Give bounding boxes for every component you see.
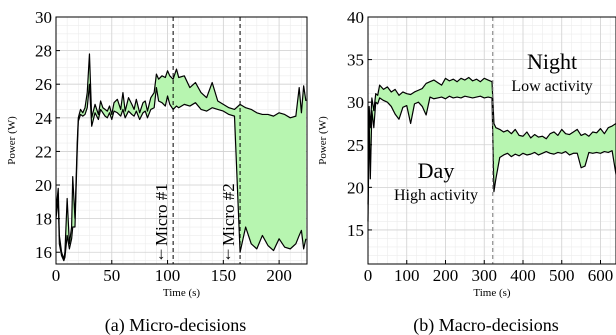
y-tick-label: 25 [347, 136, 364, 155]
series-gap-fill [56, 53, 306, 261]
x-tick-label: 150 [211, 266, 237, 285]
marker-arrow: ← [216, 246, 235, 263]
y-tick-label: 40 [347, 8, 364, 27]
x-axis-label: Time (s) [163, 287, 201, 299]
y-tick-label: 20 [35, 176, 52, 195]
series-line-2 [367, 95, 616, 222]
x-tick-label: 300 [472, 266, 498, 285]
y-tick-label: 35 [347, 51, 364, 70]
x-tick-label: 200 [433, 266, 459, 285]
panel-caption: (a) Micro-decisions [105, 315, 246, 335]
y-tick-label: 18 [35, 210, 52, 229]
series-line-1 [367, 76, 616, 205]
y-tick-label: 22 [35, 142, 52, 161]
series-line-1 [55, 53, 307, 260]
marker-arrow: ← [149, 246, 168, 263]
series-line-2 [55, 83, 307, 262]
annotation-title: Day [418, 158, 455, 183]
y-tick-label: 24 [35, 109, 53, 128]
y-tick-label: 15 [347, 221, 364, 240]
plot-frame [367, 16, 616, 265]
y-tick-label: 16 [35, 243, 52, 262]
marker-label: Micro #1 [152, 183, 171, 246]
x-tick-label: 100 [155, 266, 181, 285]
y-tick-label: 20 [347, 178, 364, 197]
x-tick-label: 400 [510, 266, 536, 285]
marker-label: Micro #2 [219, 183, 238, 246]
x-tick-label: 600 [588, 266, 614, 285]
y-axis-label: Power (W) [6, 116, 18, 165]
y-axis-label: Power (W) [317, 116, 329, 165]
annotation-subtitle: Low activity [511, 78, 592, 95]
annotation-title: Night [527, 49, 577, 74]
x-tick-label: 500 [549, 266, 575, 285]
y-tick-label: 26 [35, 75, 52, 94]
y-tick-label: 30 [347, 93, 364, 112]
x-tick-label: 0 [52, 266, 61, 285]
x-axis-label: Time (s) [473, 287, 511, 299]
y-tick-label: 28 [35, 42, 52, 61]
x-tick-label: 0 [364, 266, 373, 285]
series-gap-fill [368, 77, 616, 222]
panel-micro-decisions: Micro #1←Micro #2←0 50 100 150 2001618202224… [6, 8, 308, 335]
x-tick-label: 100 [394, 266, 420, 285]
x-tick-label: 50 [103, 266, 120, 285]
x-tick-label: 200 [266, 266, 292, 285]
annotation-subtitle: High activity [394, 187, 478, 204]
panel-caption: (b) Macro-decisions [413, 315, 558, 335]
y-tick-label: 30 [35, 8, 52, 27]
plot-frame [55, 16, 308, 265]
panel-macro-decisions: 0 100 200 300 400 500 600 15 20 25 30 35 40 Time (s) P… [317, 8, 616, 335]
